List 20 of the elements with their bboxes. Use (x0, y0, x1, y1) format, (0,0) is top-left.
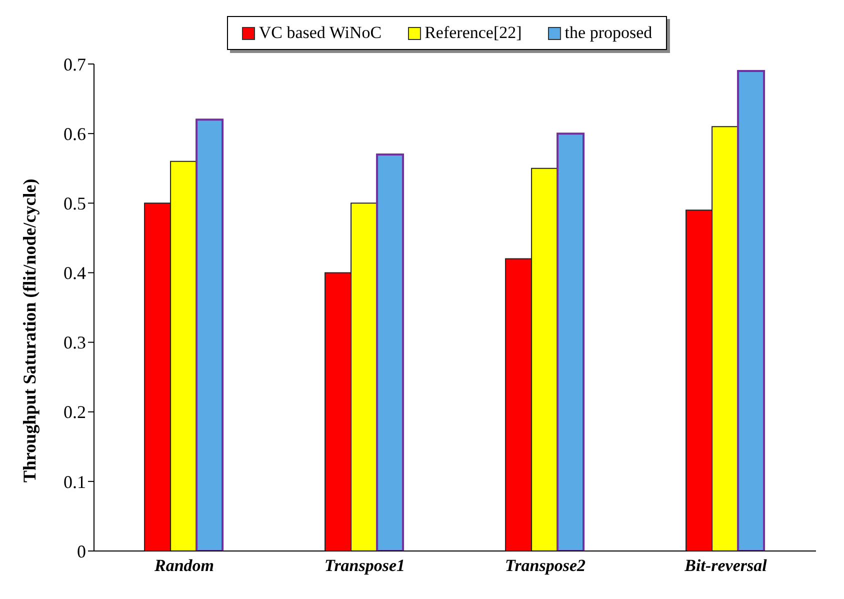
y-axis-title: Throughput Saturation (flit/node/cycle) (19, 178, 40, 482)
y-tick-label: 0.3 (64, 332, 86, 353)
y-tick-label: 0.5 (64, 194, 86, 214)
x-tick-label: Random (153, 556, 214, 576)
x-tick-label: Transpose2 (504, 556, 586, 576)
legend-label: Reference[22] (424, 23, 522, 43)
y-tick-label: 0.1 (64, 472, 86, 492)
bar (376, 153, 404, 551)
y-tick-label: 0.7 (64, 54, 86, 74)
bar (556, 132, 585, 551)
bar (737, 70, 766, 551)
x-tick-label: Transpose1 (324, 556, 406, 576)
bar (196, 118, 224, 551)
x-tick-label: Bit-reversal (684, 556, 768, 576)
legend-label: VC based WiNoC (258, 23, 382, 43)
y-tick-label: 0.4 (64, 263, 86, 284)
y-tick-label: 0.2 (64, 402, 86, 422)
legend-label: the proposed (564, 23, 652, 43)
y-tick-label: 0 (77, 541, 86, 562)
y-tick-label: 0.6 (64, 124, 86, 144)
